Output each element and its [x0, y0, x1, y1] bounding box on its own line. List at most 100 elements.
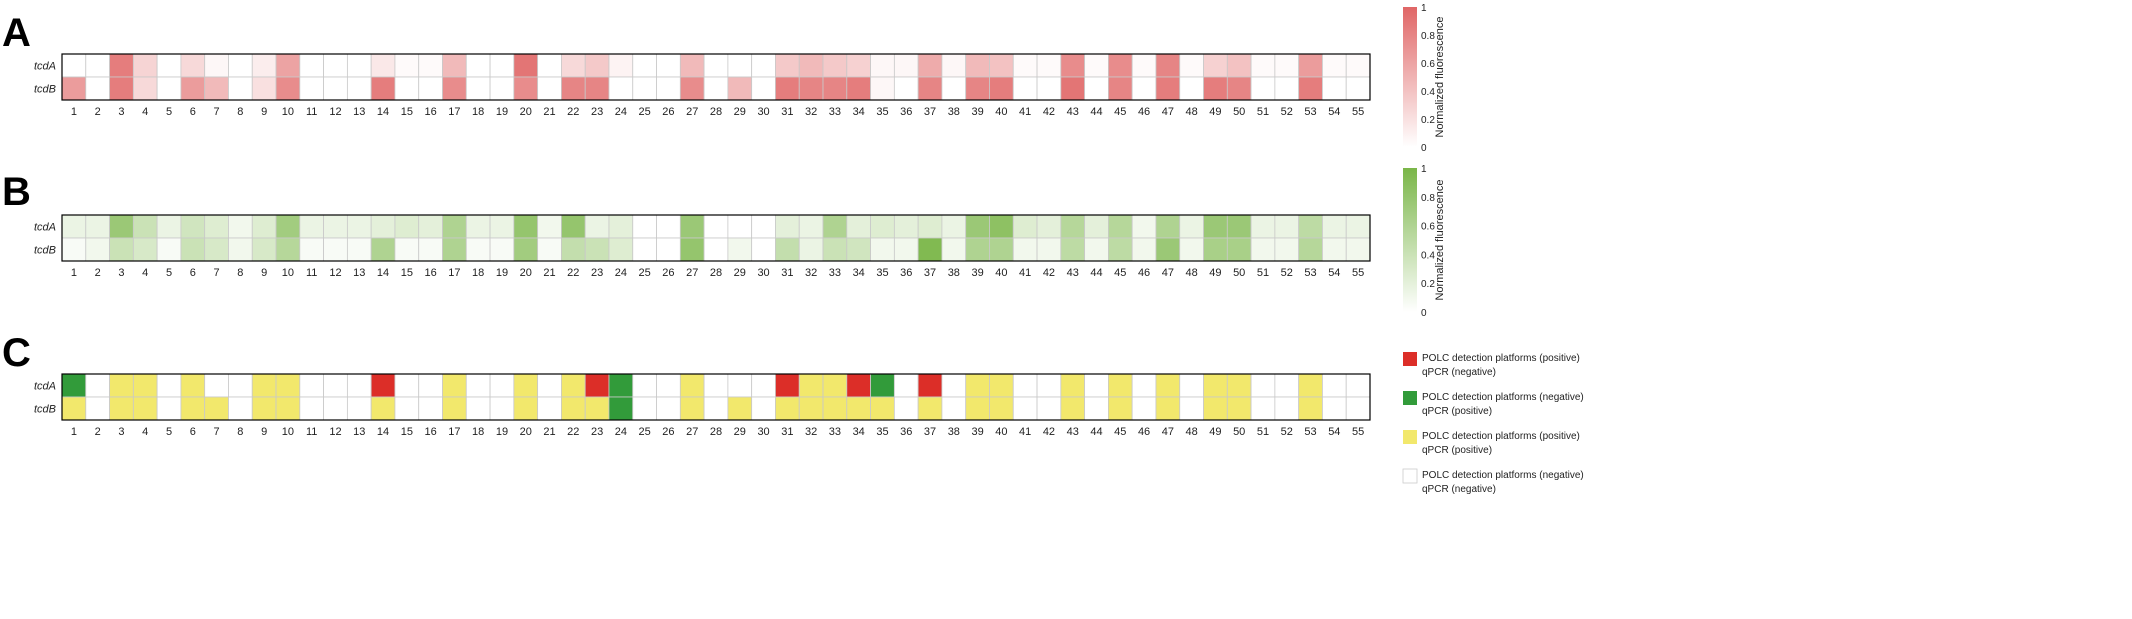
panel-a-col-label-35: 35 [876, 106, 888, 118]
legend-swatch-W [1402, 468, 1418, 484]
panel-b-cell-tcdA-24 [608, 214, 634, 239]
panel-c-cell-tcdA-16 [418, 373, 443, 398]
panel-a-colorbar-tick-5: 0 [1421, 143, 1427, 154]
panel-a-cell-tcdB-39 [965, 76, 990, 101]
panel-b-cell-tcdA-26 [656, 214, 681, 239]
panel-b-col-label-53: 53 [1304, 267, 1316, 279]
panel-a-cell-tcdB-22 [561, 76, 586, 101]
panel-b-colorbar-tick-3: 0.4 [1421, 250, 1435, 261]
panel-a-cell-tcdA-2 [85, 53, 110, 78]
panel-c-col-label-30: 30 [757, 426, 769, 438]
panel-c-cell-tcdA-1 [61, 373, 87, 398]
panel-c-col-label-38: 38 [948, 426, 960, 438]
panel-c-cell-tcdA-21 [537, 373, 562, 398]
panel-a-col-label-4: 4 [142, 106, 148, 118]
panel-a-cell-tcdA-25 [632, 53, 657, 78]
panel-c-col-label-24: 24 [615, 426, 627, 438]
panel-b-cell-tcdA-15 [394, 214, 420, 239]
panel-c-cell-tcdA-24 [608, 373, 634, 398]
panel-c-cell-tcdA-19 [489, 373, 515, 398]
panel-c-cell-tcdB-23 [584, 396, 610, 421]
panel-c-cell-tcdA-14 [370, 373, 396, 398]
panel-b-col-label-35: 35 [876, 267, 888, 279]
legend-swatch-R [1403, 352, 1417, 366]
panel-c-row-label-tcdB: tcdB [34, 404, 56, 416]
panel-a-cell-tcdA-3 [109, 53, 134, 78]
panel-c-col-label-40: 40 [995, 426, 1007, 438]
panel-c-cell-tcdA-11 [299, 373, 324, 398]
panel-b-cell-tcdA-13 [346, 214, 372, 239]
panel-a-cell-tcdA-7 [204, 53, 229, 78]
panel-c-cell-tcdA-51 [1250, 373, 1276, 398]
panel-a-cell-tcdA-12 [323, 53, 348, 78]
panel-a-cell-tcdA-36 [893, 53, 919, 78]
panel-b-cell-tcdA-20 [513, 214, 539, 239]
panel-a-cell-tcdB-45 [1108, 76, 1133, 101]
panel-b-cell-tcdA-27 [679, 214, 705, 239]
panel-c-col-label-5: 5 [166, 426, 172, 438]
panel-a-cell-tcdA-1 [61, 53, 87, 78]
panel-a-col-label-51: 51 [1257, 106, 1269, 118]
panel-c-cell-tcdB-2 [85, 396, 110, 421]
panel-b-cell-tcdA-52 [1274, 214, 1300, 239]
panel-b-cell-tcdB-34 [846, 237, 871, 262]
legend-line2-Y: qPCR (positive) [1422, 445, 1492, 456]
panel-c-col-label-50: 50 [1233, 426, 1245, 438]
panel-b-col-label-28: 28 [710, 267, 722, 279]
panel-c-col-label-14: 14 [377, 426, 389, 438]
panel-b-cell-tcdA-22 [561, 214, 586, 239]
panel-b-col-label-1: 1 [71, 267, 77, 279]
panel-c-cell-tcdA-46 [1131, 373, 1157, 398]
panel-c-col-label-33: 33 [829, 426, 841, 438]
panel-c-cell-tcdB-36 [893, 396, 919, 421]
panel-b-cell-tcdA-31 [775, 214, 800, 239]
panel-b-cell-tcdB-21 [537, 237, 562, 262]
panel-b-cell-tcdB-52 [1274, 237, 1300, 262]
panel-c-cell-tcdB-16 [418, 396, 443, 421]
panel-b-cell-tcdA-29 [727, 214, 753, 239]
panel-c-cell-tcdB-17 [442, 396, 467, 421]
panel-c-cell-tcdA-55 [1345, 373, 1371, 398]
panel-c-cell-tcdB-22 [561, 396, 586, 421]
panel-c-col-label-49: 49 [1209, 426, 1221, 438]
panel-a-cell-tcdB-25 [632, 76, 657, 101]
panel-b-col-label-32: 32 [805, 267, 817, 279]
panel-a-cell-tcdB-17 [442, 76, 467, 101]
panel-a-col-label-19: 19 [496, 106, 508, 118]
panel-b-col-label-31: 31 [781, 267, 793, 279]
panel-a-col-label-21: 21 [543, 106, 555, 118]
panel-c-col-label-3: 3 [118, 426, 124, 438]
panel-a-cell-tcdA-40 [989, 53, 1014, 78]
panel-b-cell-tcdA-8 [228, 214, 253, 239]
panel-c-col-label-32: 32 [805, 426, 817, 438]
panel-a-col-label-5: 5 [166, 106, 172, 118]
panel-c-cell-tcdA-33 [822, 373, 848, 398]
panel-a-col-label-45: 45 [1114, 106, 1126, 118]
panel-a-cell-tcdA-45 [1108, 53, 1133, 78]
panel-a-col-label-1: 1 [71, 106, 77, 118]
panel-b-cell-tcdB-47 [1155, 237, 1181, 262]
panel-b-col-label-19: 19 [496, 267, 508, 279]
panel-b-cell-tcdB-28 [703, 237, 729, 262]
panel-a-col-label-46: 46 [1138, 106, 1150, 118]
panel-c-cell-tcdB-24 [608, 396, 634, 421]
panel-a-row-label-tcdB: tcdB [34, 84, 56, 96]
panel-a-col-label-24: 24 [615, 106, 627, 118]
panel-b-cell-tcdA-36 [893, 214, 919, 239]
panel-b-cell-tcdA-46 [1131, 214, 1157, 239]
panel-c-cell-tcdA-23 [584, 373, 610, 398]
panel-a-cell-tcdB-35 [870, 76, 895, 101]
panel-c-cell-tcdB-44 [1084, 396, 1109, 421]
panel-b-colorbar-tick-0: 1 [1421, 164, 1427, 175]
panel-a-colorbar [1403, 7, 1417, 147]
panel-b-cell-tcdB-3 [109, 237, 134, 262]
legend-swatch-Y [1403, 430, 1417, 444]
panel-b-col-label-13: 13 [353, 267, 365, 279]
panel-b-cell-tcdA-50 [1226, 214, 1252, 239]
panel-c-cell-tcdA-30 [751, 373, 776, 398]
panel-a-grid-border [61, 53, 1371, 101]
panel-b-cell-tcdA-9 [251, 214, 277, 239]
panel-c-cell-tcdA-9 [251, 373, 277, 398]
panel-a-cell-tcdB-24 [608, 76, 634, 101]
panel-b-col-label-40: 40 [995, 267, 1007, 279]
